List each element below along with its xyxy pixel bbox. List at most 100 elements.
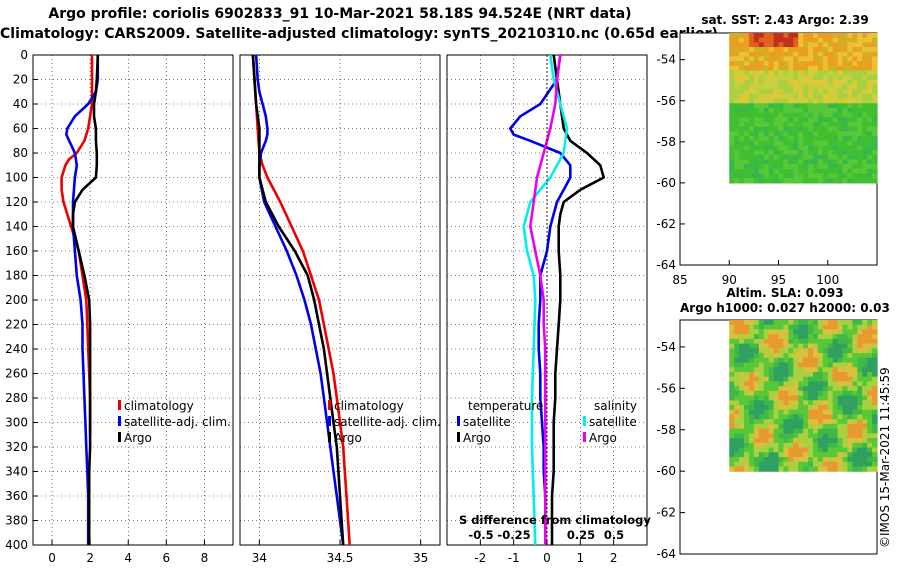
sla-field-cell bbox=[768, 457, 775, 463]
sst-field-cell bbox=[852, 145, 858, 151]
sla-field-cell bbox=[734, 409, 740, 416]
sla-field-cell bbox=[793, 371, 799, 378]
sst-field-cell bbox=[734, 164, 740, 170]
sla-field-cell bbox=[852, 357, 858, 364]
sla-field-cell bbox=[857, 357, 863, 364]
sla-field-cell bbox=[822, 438, 829, 444]
sst-field-cell bbox=[753, 150, 760, 156]
sla-field-cell bbox=[822, 461, 829, 468]
sst-field-cell bbox=[872, 98, 878, 104]
sst-field-cell bbox=[832, 107, 839, 114]
sst-field-cell bbox=[832, 168, 839, 175]
sst-field-cell bbox=[812, 70, 819, 76]
sla-field-cell bbox=[744, 357, 750, 364]
sla-field-cell bbox=[857, 438, 863, 444]
sst-field-cell bbox=[832, 117, 839, 123]
sst-field-cell bbox=[872, 112, 878, 118]
sla-field-cell bbox=[847, 367, 853, 373]
sst-field-cell bbox=[798, 126, 804, 132]
sst-field-cell bbox=[739, 61, 745, 67]
sla-field-cell bbox=[773, 447, 780, 453]
sla-field-cell bbox=[812, 442, 819, 449]
sst-field-cell bbox=[832, 89, 839, 95]
sla-field-cell bbox=[793, 381, 799, 387]
sla-field-cell bbox=[783, 419, 789, 425]
sla-field-cell bbox=[783, 400, 789, 406]
sst-field-cell bbox=[827, 154, 834, 161]
sst-field-cell bbox=[808, 56, 814, 62]
sla-field-cell bbox=[778, 338, 785, 345]
sst-field-cell bbox=[822, 173, 829, 179]
sla-field-cell bbox=[827, 320, 834, 326]
sla-field-cell bbox=[753, 442, 760, 449]
legend-temperature-title: temperature bbox=[468, 399, 543, 413]
sst-field-cell bbox=[812, 98, 819, 104]
sla-field-cell bbox=[832, 334, 839, 340]
sla-field-cell bbox=[793, 376, 799, 383]
sla-field-cell bbox=[817, 329, 824, 335]
sla-field-cell bbox=[739, 428, 745, 434]
sla-field-cell bbox=[837, 405, 844, 411]
sst-field-cell bbox=[793, 51, 799, 58]
sst-field-cell bbox=[739, 150, 745, 156]
sla-field-cell bbox=[847, 419, 853, 425]
sst-field-cell bbox=[739, 42, 745, 48]
sst-field-cell bbox=[798, 75, 804, 81]
sst-field-cell bbox=[867, 131, 873, 137]
sst-field-cell bbox=[778, 145, 785, 151]
sla-field-cell bbox=[783, 442, 789, 449]
sla-field-cell bbox=[748, 338, 755, 345]
sst-field-cell bbox=[788, 140, 794, 146]
sla-field-cell bbox=[852, 376, 858, 383]
sst-field-cell bbox=[822, 121, 829, 128]
sla-field-cell bbox=[778, 376, 785, 383]
sla-field-cell bbox=[729, 447, 735, 453]
sst-field-cell bbox=[758, 56, 765, 62]
sst-field-cell bbox=[763, 37, 770, 43]
sst-field-cell bbox=[798, 164, 804, 170]
sst-field-cell bbox=[758, 33, 765, 39]
sla-field-cell bbox=[788, 334, 794, 340]
sst-field-cell bbox=[763, 121, 770, 128]
sst-field-cell bbox=[827, 51, 834, 58]
sla-field-cell bbox=[783, 381, 789, 387]
sst-field-cell bbox=[842, 145, 849, 151]
sst-field-cell bbox=[773, 75, 780, 81]
sst-field-cell bbox=[793, 164, 799, 170]
sla-field-cell bbox=[837, 353, 844, 359]
sst-field-cell bbox=[847, 56, 853, 62]
sla-field-cell bbox=[793, 367, 799, 373]
sst-field-cell bbox=[803, 154, 809, 161]
sla-field-cell bbox=[837, 348, 844, 354]
sla-field-cell bbox=[734, 381, 740, 387]
sst-field-cell bbox=[748, 164, 755, 170]
difference-x-tick-label: 0 bbox=[543, 551, 551, 565]
sla-field-cell bbox=[778, 466, 785, 472]
sst-field-cell bbox=[803, 56, 809, 62]
sla-field-cell bbox=[788, 329, 794, 335]
sst-field-cell bbox=[827, 107, 834, 114]
sla-field-cell bbox=[872, 395, 878, 401]
sst-field-cell bbox=[822, 164, 829, 170]
sst-field-cell bbox=[734, 140, 740, 146]
sla-field-cell bbox=[817, 357, 824, 364]
sst-field-cell bbox=[744, 159, 750, 165]
sst-field-cell bbox=[793, 33, 799, 39]
sst-field-cell bbox=[783, 107, 789, 114]
sst-field-cell bbox=[773, 70, 780, 76]
sst-field-cell bbox=[798, 136, 804, 142]
sst-field-cell bbox=[753, 42, 760, 48]
sst-field-cell bbox=[768, 107, 775, 114]
depth-tick-label: 240 bbox=[5, 342, 28, 356]
sst-field-cell bbox=[763, 154, 770, 161]
sst-field-cell bbox=[798, 178, 804, 184]
sla-field-cell bbox=[739, 381, 745, 387]
sla-field-cell bbox=[778, 343, 785, 349]
sla-field-cell bbox=[862, 362, 868, 368]
sst-field-cell bbox=[812, 164, 819, 170]
sst-field-cell bbox=[803, 121, 809, 128]
sst-field-cell bbox=[773, 159, 780, 165]
sst-lat-label: -58 bbox=[656, 135, 676, 149]
sst-field-cell bbox=[783, 98, 789, 104]
sst-field-cell bbox=[812, 131, 819, 137]
